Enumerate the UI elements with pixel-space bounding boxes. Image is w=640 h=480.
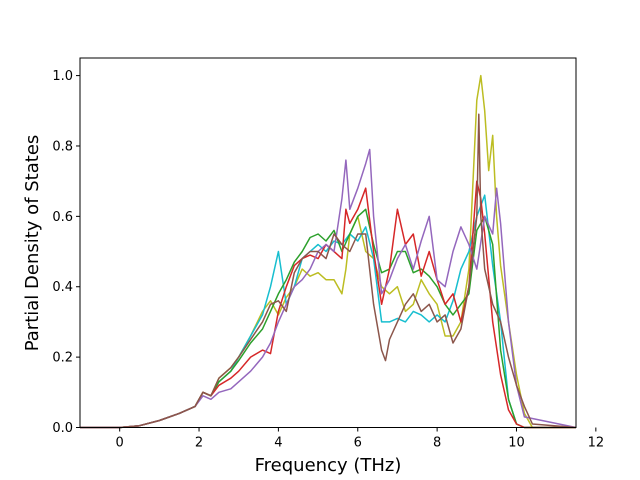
y-tick-label: 0.0 [52,421,73,436]
series-line-6 [80,113,577,429]
y-axis-title: Partial Density of States [22,135,43,352]
x-tick-label: 6 [354,436,362,451]
x-tick-label: 8 [433,436,441,451]
x-tick-label: 4 [274,436,282,451]
y-tick-label: 0.4 [52,280,73,295]
x-tick-label: 10 [508,436,525,451]
y-tick-label: 0.2 [52,351,73,366]
y-tick-label: 0.6 [52,210,73,225]
x-tick-label: 2 [195,436,203,451]
plot-frame [79,57,577,428]
series-line-5 [80,148,577,429]
series-lines [80,74,577,429]
y-tick-label: 0.8 [52,139,73,154]
series-line-3 [80,208,576,429]
y-tick-label: 1.0 [52,69,73,84]
x-axis-ticks: 0 2 4 6 8 10 12 [116,427,605,451]
x-axis-title: Frequency (THz) [255,455,402,476]
x-tick-label: 0 [116,436,124,451]
y-axis-ticks: 0.0 0.2 0.4 0.6 0.8 1.0 [52,69,80,436]
x-tick-label: 12 [588,436,605,451]
